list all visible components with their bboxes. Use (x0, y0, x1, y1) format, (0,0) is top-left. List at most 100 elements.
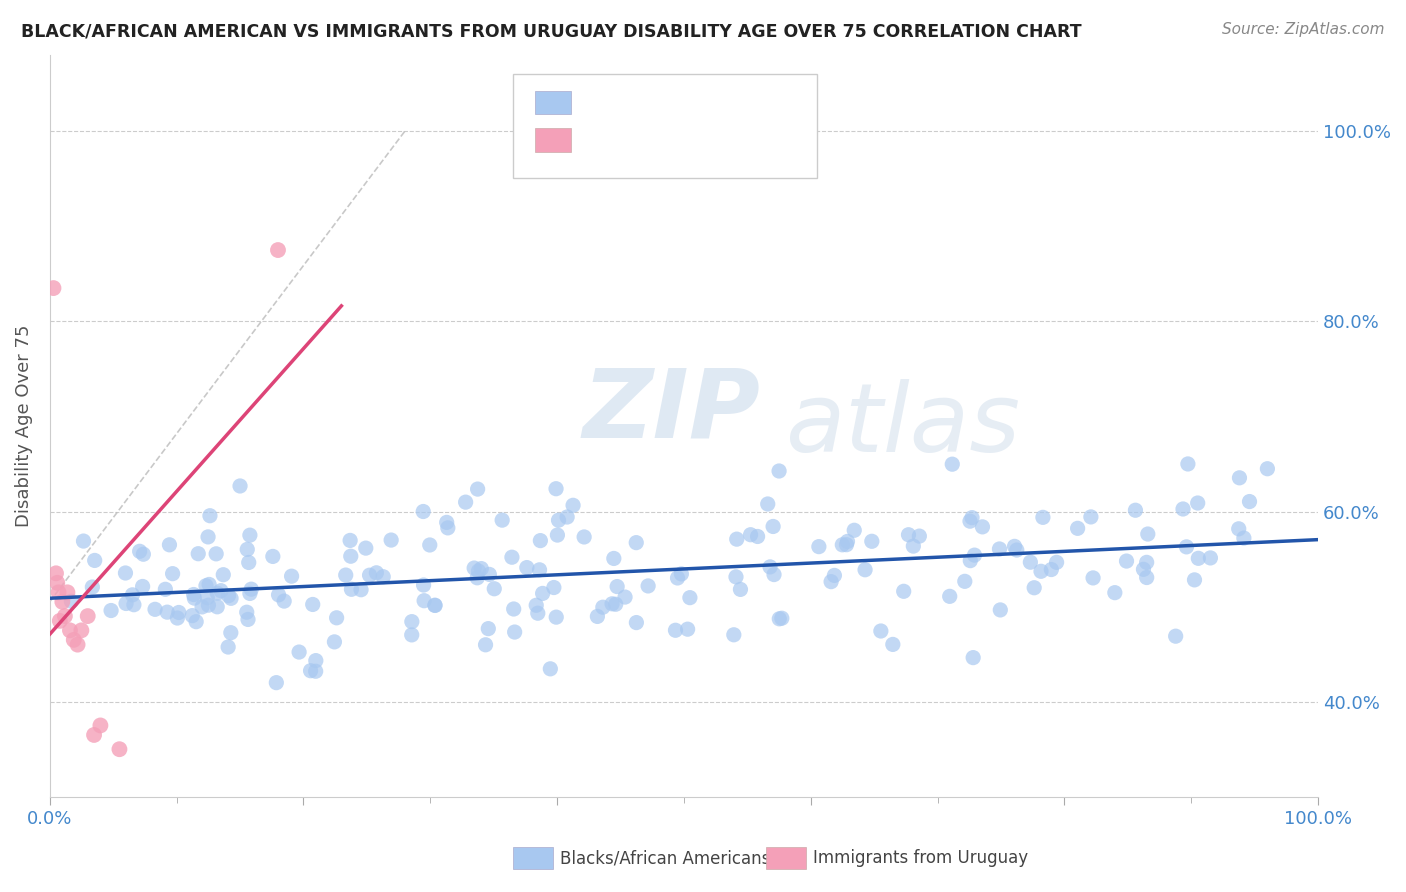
Point (893, 584, 915, 599)
FancyBboxPatch shape (536, 128, 571, 152)
Text: BLACK/AFRICAN AMERICAN VS IMMIGRANTS FROM URUGUAY DISABILITY AGE OVER 75 CORRELA: BLACK/AFRICAN AMERICAN VS IMMIGRANTS FRO… (21, 22, 1081, 40)
Point (340, 582, 363, 597)
Point (183, 587, 205, 601)
Point (122, 598, 145, 612)
Point (423, 599, 446, 613)
Point (626, 615, 648, 630)
Point (53, 609, 76, 624)
Point (723, 628, 745, 642)
Point (229, 479, 252, 493)
Point (412, 504, 434, 518)
Point (768, 464, 790, 478)
Text: Immigrants from Uruguay: Immigrants from Uruguay (813, 849, 1028, 867)
Point (740, 527, 762, 541)
Point (305, 665, 328, 679)
Point (959, 514, 981, 528)
FancyBboxPatch shape (536, 91, 571, 114)
Point (527, 606, 550, 620)
Point (544, 482, 567, 496)
Point (205, 599, 228, 614)
Point (205, 547, 228, 561)
Point (1040, 562, 1063, 576)
Point (664, 624, 686, 638)
Point (1080, 510, 1102, 524)
Point (359, 568, 381, 582)
Point (637, 579, 659, 593)
Point (807, 540, 830, 554)
Point (197, 598, 219, 612)
Point (1184, 573, 1206, 587)
Point (1029, 564, 1052, 578)
Point (606, 580, 628, 594)
Point (516, 560, 538, 574)
Point (48, 585, 70, 599)
FancyBboxPatch shape (513, 74, 817, 178)
Point (186, 615, 208, 629)
Point (305, 654, 328, 668)
Point (477, 622, 499, 636)
Point (413, 593, 436, 607)
Point (666, 571, 689, 585)
Point (837, 534, 859, 549)
Point (82, 580, 104, 594)
Point (162, 566, 184, 581)
Point (844, 523, 866, 537)
Point (1187, 496, 1209, 510)
Point (267, 243, 290, 257)
Point (219, 591, 242, 606)
Point (323, 635, 346, 649)
Point (1229, 471, 1251, 485)
Point (419, 538, 441, 552)
Point (1104, 585, 1126, 599)
Point (72, 534, 94, 549)
Point (820, 574, 842, 589)
Point (194, 579, 217, 593)
Point (725, 532, 748, 546)
Point (288, 645, 311, 659)
Point (89, 718, 111, 732)
Point (1045, 555, 1067, 569)
Point (756, 497, 779, 511)
Point (1024, 581, 1046, 595)
Point (762, 519, 785, 533)
Point (860, 534, 883, 549)
Point (114, 566, 136, 580)
Point (467, 564, 489, 578)
Point (83, 728, 105, 742)
Point (671, 566, 693, 581)
Point (853, 563, 876, 577)
Point (938, 590, 960, 604)
Text: R = 0.626   N =  17: R = 0.626 N = 17 (581, 130, 758, 148)
Point (121, 588, 143, 602)
Point (484, 582, 506, 596)
Point (724, 570, 747, 584)
Point (679, 591, 702, 605)
Point (953, 574, 976, 589)
Point (531, 586, 554, 600)
Point (1227, 522, 1250, 536)
Point (747, 529, 769, 543)
Point (759, 560, 782, 574)
Point (239, 586, 262, 600)
Point (412, 578, 434, 592)
Point (831, 538, 853, 552)
Point (603, 551, 626, 566)
Point (538, 662, 561, 676)
Point (219, 625, 242, 640)
Point (42, 281, 65, 295)
Point (198, 508, 221, 523)
Point (768, 612, 790, 626)
Point (1239, 494, 1261, 508)
Point (529, 563, 551, 577)
Point (555, 510, 578, 524)
Point (474, 638, 496, 652)
Point (236, 542, 259, 557)
Point (1164, 629, 1187, 643)
Point (401, 628, 423, 642)
Point (592, 600, 614, 615)
Point (380, 533, 402, 547)
Point (626, 535, 648, 549)
Point (401, 615, 423, 629)
Point (235, 605, 257, 619)
Point (1132, 562, 1154, 576)
